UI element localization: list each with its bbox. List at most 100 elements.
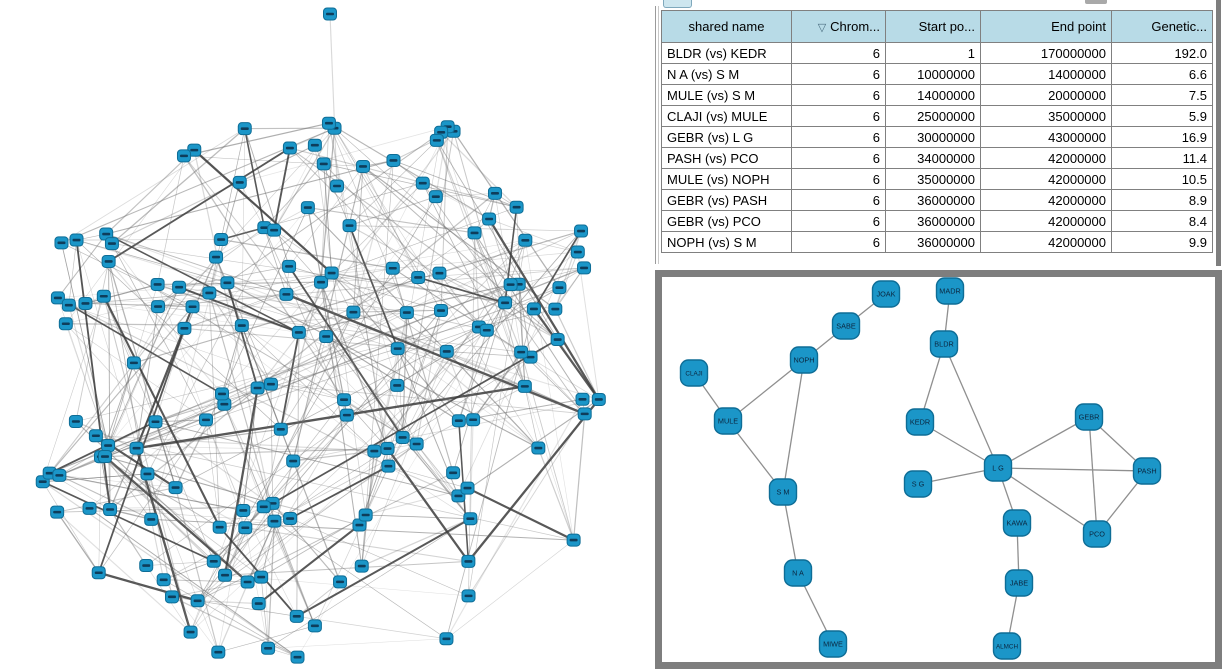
network-node[interactable] — [339, 408, 354, 422]
network-node[interactable] — [432, 266, 447, 280]
network-node[interactable] — [69, 233, 84, 247]
network-node[interactable] — [307, 138, 322, 152]
network-node[interactable] — [217, 397, 232, 411]
network-node[interactable] — [531, 441, 546, 455]
network-node[interactable] — [487, 186, 502, 200]
network-node[interactable] — [367, 444, 382, 458]
network-node[interactable] — [466, 413, 481, 427]
table-row[interactable]: GEBR (vs) PASH 6 36000000 42000000 8.9 — [661, 189, 1213, 211]
network-node[interactable] — [461, 589, 476, 603]
network-node[interactable] — [498, 296, 513, 310]
network-node[interactable] — [61, 298, 76, 312]
network-edge[interactable] — [782, 359, 805, 493]
network-node[interactable] — [279, 287, 294, 301]
network-node[interactable] — [575, 392, 590, 406]
network-node[interactable] — [139, 559, 154, 573]
network-node[interactable] — [570, 245, 585, 259]
network-node[interactable] — [548, 302, 563, 316]
network-node[interactable] — [211, 645, 226, 659]
network-node[interactable] — [148, 415, 163, 429]
network-node[interactable] — [232, 175, 247, 189]
network-node[interactable] — [240, 575, 255, 589]
table-row[interactable]: N A (vs) S M 6 10000000 14000000 6.6 — [661, 63, 1213, 85]
network-node[interactable] — [218, 568, 233, 582]
network-node[interactable] — [395, 430, 410, 444]
network-node[interactable] — [54, 236, 69, 250]
vertical-scrollbar[interactable] — [1216, 0, 1221, 266]
network-node[interactable] — [289, 609, 304, 623]
table-row[interactable]: CLAJI (vs) MULE 6 25000000 35000000 5.9 — [661, 105, 1213, 127]
filter-icon[interactable]: ▽ — [817, 22, 827, 34]
network-node[interactable] — [385, 261, 400, 275]
network-node[interactable] — [96, 289, 111, 303]
network-node[interactable] — [314, 275, 329, 289]
network-node[interactable] — [88, 429, 103, 443]
network-node[interactable] — [330, 179, 344, 193]
network-node[interactable] — [503, 278, 518, 292]
network-node[interactable] — [237, 122, 252, 136]
network-node[interactable] — [187, 143, 202, 157]
network-node[interactable] — [101, 254, 116, 268]
network-node[interactable] — [577, 261, 592, 275]
network-node-kawa[interactable]: KAWA — [1002, 509, 1032, 537]
network-node[interactable] — [451, 414, 466, 428]
network-node-joak[interactable]: JOAK — [871, 280, 901, 308]
network-node[interactable] — [439, 632, 454, 646]
network-node[interactable] — [97, 450, 112, 464]
network-node-claji[interactable]: CLAJI — [679, 359, 709, 387]
network-edge[interactable] — [727, 359, 805, 422]
network-node[interactable] — [358, 508, 373, 522]
network-node[interactable] — [140, 467, 155, 481]
table-row[interactable]: PASH (vs) PCO 6 34000000 42000000 11.4 — [661, 147, 1213, 169]
network-node[interactable] — [236, 503, 251, 517]
network-edge[interactable] — [997, 467, 1148, 472]
network-node[interactable] — [300, 201, 315, 215]
network-node-bldr[interactable]: BLDR — [929, 330, 959, 358]
network-edge[interactable] — [997, 467, 1098, 535]
network-node[interactable] — [566, 533, 581, 547]
network-node[interactable] — [82, 501, 97, 515]
network-node[interactable] — [256, 500, 271, 514]
network-node[interactable] — [254, 570, 269, 584]
network-node[interactable] — [209, 250, 224, 264]
network-node[interactable] — [381, 459, 396, 473]
column-resize-grip[interactable] — [1085, 0, 1107, 4]
network-node[interactable] — [283, 512, 298, 526]
network-node[interactable] — [202, 286, 217, 300]
network-node[interactable] — [333, 575, 348, 589]
column-header-shared-name[interactable]: shared name — [661, 10, 792, 43]
network-node[interactable] — [263, 377, 278, 391]
network-node[interactable] — [290, 650, 305, 664]
network-node[interactable] — [282, 141, 297, 155]
network-node[interactable] — [461, 554, 476, 568]
network-node[interactable] — [214, 233, 229, 247]
network-node[interactable] — [307, 619, 322, 633]
network-node[interactable] — [577, 407, 592, 421]
network-node[interactable] — [126, 356, 141, 370]
network-node[interactable] — [479, 323, 494, 337]
network-node[interactable] — [164, 590, 179, 604]
network-node[interactable] — [518, 233, 533, 247]
network-node[interactable] — [434, 304, 449, 318]
network-node-l-g[interactable]: L G — [983, 454, 1013, 482]
network-node-s-m[interactable]: S M — [768, 478, 798, 506]
network-node[interactable] — [238, 521, 253, 535]
network-node[interactable] — [282, 259, 297, 273]
network-node[interactable] — [286, 454, 301, 468]
network-node[interactable] — [172, 280, 187, 294]
network-node[interactable] — [482, 212, 497, 226]
network-node-sabe[interactable]: SABE — [831, 312, 861, 340]
column-header-end-point[interactable]: End point — [980, 10, 1112, 43]
network-node[interactable] — [446, 466, 461, 480]
column-header-start-po-[interactable]: Start po... — [885, 10, 981, 43]
network-node[interactable] — [399, 306, 414, 320]
network-node[interactable] — [354, 559, 369, 573]
network-node[interactable] — [183, 625, 198, 639]
network-node-kedr[interactable]: KEDR — [905, 408, 935, 436]
network-node-pash[interactable]: PASH — [1132, 457, 1162, 485]
network-node[interactable] — [251, 597, 266, 611]
network-node[interactable] — [177, 321, 192, 335]
network-node[interactable] — [429, 133, 444, 147]
network-node[interactable] — [156, 573, 171, 587]
